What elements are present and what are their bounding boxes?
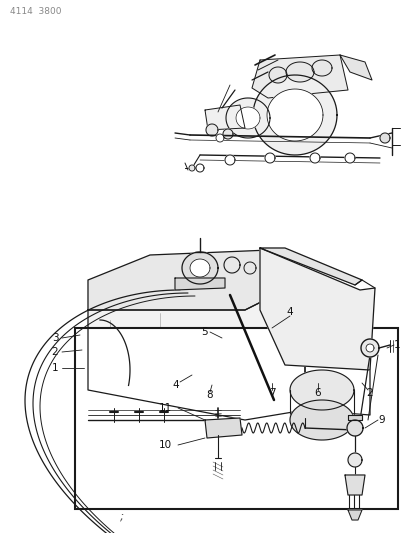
- Polygon shape: [226, 98, 270, 138]
- Polygon shape: [205, 105, 245, 130]
- Text: ;: ;: [120, 511, 124, 524]
- Polygon shape: [88, 280, 305, 420]
- Polygon shape: [216, 134, 224, 142]
- Text: 5: 5: [202, 327, 208, 337]
- Polygon shape: [366, 344, 374, 352]
- Polygon shape: [224, 257, 240, 273]
- Text: 4: 4: [173, 380, 179, 390]
- Polygon shape: [223, 129, 233, 139]
- Bar: [75, 328, 398, 509]
- Polygon shape: [290, 370, 354, 410]
- Polygon shape: [205, 418, 242, 438]
- Text: 3: 3: [52, 333, 58, 343]
- Polygon shape: [267, 89, 323, 141]
- Polygon shape: [345, 475, 365, 495]
- Polygon shape: [253, 75, 337, 155]
- Polygon shape: [361, 339, 379, 357]
- Text: 7: 7: [269, 388, 275, 398]
- Polygon shape: [244, 262, 256, 274]
- Polygon shape: [190, 259, 210, 277]
- Polygon shape: [236, 107, 260, 129]
- Text: 1: 1: [394, 340, 400, 350]
- Polygon shape: [265, 153, 275, 163]
- Text: 2: 2: [367, 388, 373, 398]
- Text: 4: 4: [287, 307, 293, 317]
- Polygon shape: [340, 55, 372, 80]
- Polygon shape: [88, 250, 305, 310]
- Polygon shape: [206, 124, 218, 136]
- Polygon shape: [260, 248, 362, 285]
- Polygon shape: [225, 155, 235, 165]
- Polygon shape: [305, 280, 370, 415]
- Text: 10: 10: [158, 440, 171, 450]
- Polygon shape: [380, 133, 390, 143]
- Polygon shape: [312, 60, 332, 76]
- Polygon shape: [189, 165, 195, 171]
- Text: 8: 8: [207, 390, 213, 400]
- Polygon shape: [347, 420, 363, 436]
- Polygon shape: [290, 400, 354, 440]
- Text: 1: 1: [52, 363, 58, 373]
- Text: 9: 9: [379, 415, 385, 425]
- Text: 11: 11: [158, 403, 172, 413]
- Polygon shape: [345, 153, 355, 163]
- Polygon shape: [260, 248, 375, 370]
- Polygon shape: [348, 453, 362, 467]
- Polygon shape: [252, 55, 348, 98]
- Polygon shape: [175, 278, 225, 290]
- Polygon shape: [348, 415, 362, 420]
- Polygon shape: [310, 153, 320, 163]
- Text: 2: 2: [52, 347, 58, 357]
- Polygon shape: [269, 67, 287, 83]
- Polygon shape: [182, 252, 218, 284]
- Text: 6: 6: [315, 388, 322, 398]
- Text: 4114  3800: 4114 3800: [10, 7, 62, 16]
- Polygon shape: [196, 164, 204, 172]
- Polygon shape: [348, 510, 362, 520]
- Polygon shape: [286, 62, 314, 82]
